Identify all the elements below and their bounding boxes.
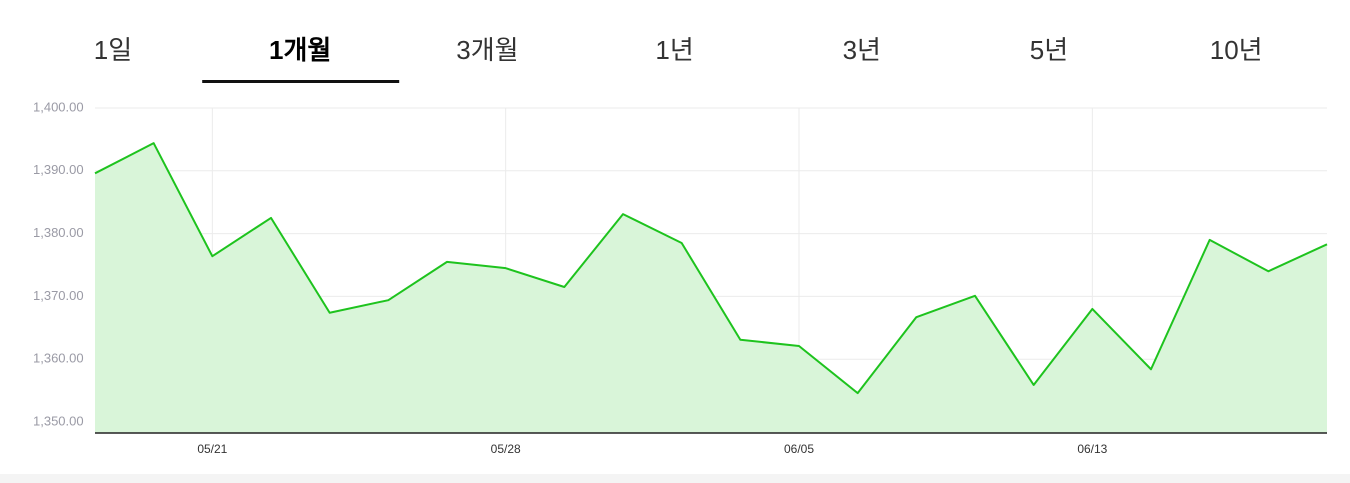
y-tick-label: 1,350.00 bbox=[33, 413, 84, 428]
y-tick-label: 1,400.00 bbox=[33, 99, 84, 114]
tab[interactable]: 5년 bbox=[1030, 35, 1068, 65]
footer-strip bbox=[0, 474, 1350, 483]
line bbox=[94, 142, 1328, 395]
y-tick-label: 1,360.00 bbox=[33, 351, 84, 366]
tab[interactable]: 3년 bbox=[843, 35, 881, 65]
y-tick-label: 1,380.00 bbox=[33, 225, 84, 240]
area-fill bbox=[95, 143, 1327, 434]
x-tick-label: 05/28 bbox=[491, 442, 521, 456]
tab[interactable]: 1일 bbox=[94, 35, 132, 65]
tab[interactable]: 3개월 bbox=[456, 35, 518, 65]
tab-underline bbox=[202, 80, 400, 83]
tab[interactable]: 10년 bbox=[1210, 35, 1263, 65]
y-tick-label: 1,370.00 bbox=[33, 288, 84, 303]
x-tick-label: 06/13 bbox=[1077, 442, 1107, 456]
tab[interactable]: 1년 bbox=[655, 35, 693, 65]
x-tick-label: 05/21 bbox=[197, 442, 227, 456]
x-tick-label: 06/05 bbox=[784, 442, 814, 456]
y-tick-label: 1,390.00 bbox=[33, 162, 84, 177]
tab[interactable]: 1개월 bbox=[269, 35, 331, 65]
